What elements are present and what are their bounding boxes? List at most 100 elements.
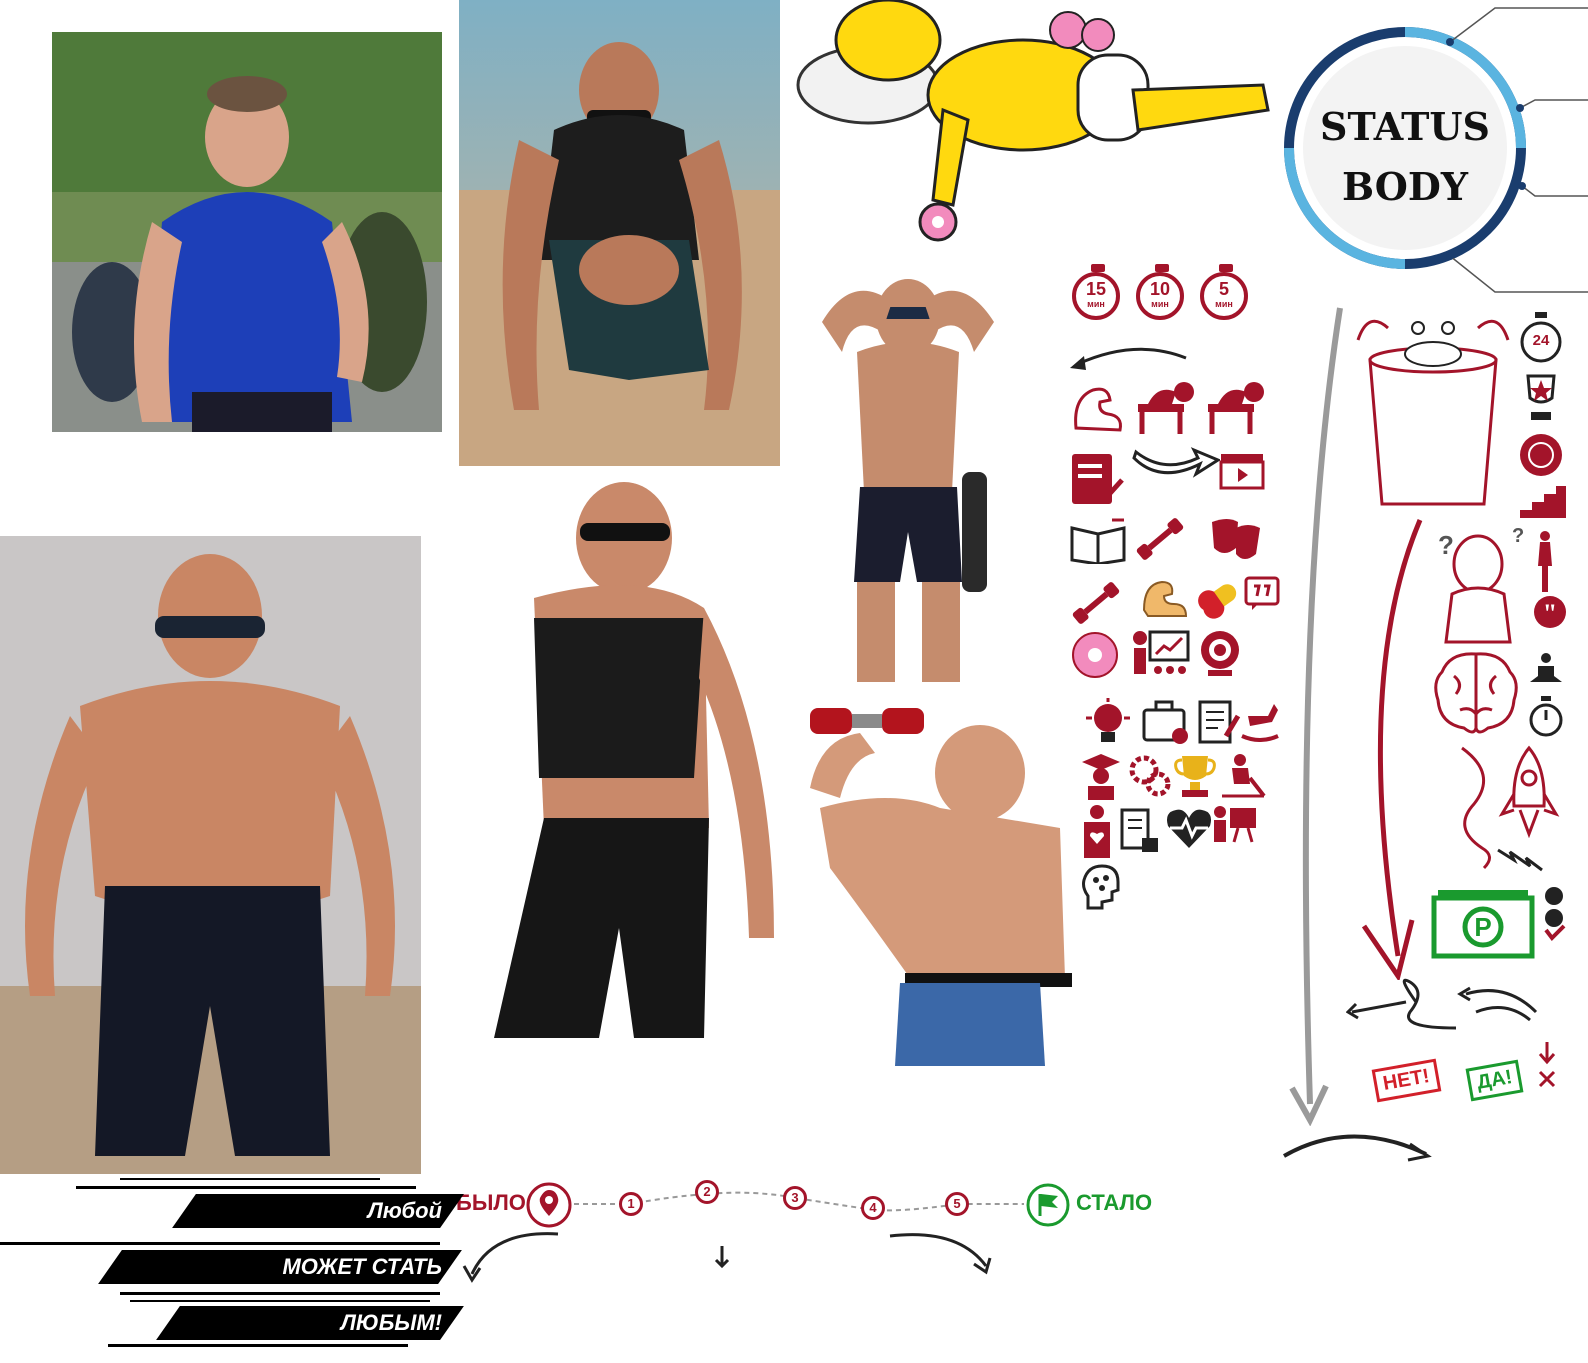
dining-plate-icon <box>1520 434 1562 476</box>
stopwatch-24-value: 24 <box>1532 332 1550 349</box>
dumbbell-icon <box>1136 518 1184 560</box>
chat-dots-icon <box>1544 887 1566 942</box>
stamp-no: НЕТ! <box>1371 1058 1442 1103</box>
curved-arrow-right-icon <box>1132 447 1220 478</box>
zigzag-arrow-icon <box>1497 848 1543 872</box>
teacher-board-icon <box>1214 806 1256 843</box>
stopwatch-icon <box>1529 696 1563 737</box>
progress-dotted-path <box>574 1191 1024 1212</box>
banner-stripe <box>0 1242 440 1245</box>
money-bill-icon: P <box>1431 890 1535 959</box>
stopwatch-24-icon <box>1520 312 1562 363</box>
photo-blue-shirt <box>52 32 442 432</box>
svg-text:": " <box>1543 599 1557 628</box>
flexed-bicep-icon <box>1142 580 1188 617</box>
progress-step-2: 2 <box>695 1180 719 1204</box>
donut-icon <box>1072 632 1118 678</box>
desk-worker-2-icon <box>1208 382 1264 434</box>
squiggle-arrow-icon <box>1461 746 1491 870</box>
banner-stripe <box>120 1292 440 1295</box>
timer-5-unit: мин <box>1215 299 1233 309</box>
slogan-line-1: Любой <box>367 1198 442 1223</box>
photo-lifting-shirt <box>494 478 788 1070</box>
photo-shirtless-beach <box>0 536 421 1174</box>
slogan-line-3: ЛЮБЫМ! <box>340 1310 442 1335</box>
progress-end-label: СТАЛО <box>1076 1190 1153 1215</box>
head-network-icon <box>1082 864 1120 910</box>
banner-stripe <box>108 1344 408 1347</box>
logo-line1: STATUS <box>1320 104 1490 149</box>
timer-10-unit: мин <box>1151 299 1169 309</box>
progress-step-1: 1 <box>619 1192 643 1216</box>
curved-arrow-left-icon <box>1070 347 1187 370</box>
svg-text:P: P <box>1474 912 1491 942</box>
progress-start-label: БЫЛО <box>456 1190 526 1215</box>
loop-arrows-icon <box>1346 978 1538 1030</box>
rocking-horse-icon <box>1241 704 1279 742</box>
banner-stripe <box>120 1178 380 1180</box>
photo-dumbbell-jeans <box>800 698 1072 1066</box>
banner-stripe <box>76 1186 416 1189</box>
quote-bubble-icon <box>1244 576 1280 610</box>
slogan-line-2: МОЖЕТ СТАТЬ <box>282 1254 442 1279</box>
theater-masks-icon <box>1212 519 1260 559</box>
cartoon-sleeping-character <box>793 0 1275 250</box>
briefcase-gear-icon <box>1142 700 1188 744</box>
gears-icon <box>1129 755 1171 797</box>
dumbbell-2-icon <box>1072 582 1120 624</box>
timer-10-value: 10 <box>1149 279 1171 299</box>
progress-step-5: 5 <box>945 1192 969 1216</box>
brain-icon <box>1434 652 1518 734</box>
meditation-icon <box>1530 653 1562 682</box>
location-pin-icon <box>526 1182 572 1228</box>
banner-stripe <box>130 1300 430 1302</box>
curve-arrow-down-left-icon <box>462 1232 559 1283</box>
down-arrow-x-icon <box>1538 1042 1556 1088</box>
strong-arm-icon <box>1074 387 1122 432</box>
thinking-character-icon: ? ? <box>1438 525 1524 644</box>
book-icon <box>1070 518 1126 564</box>
progress-step-4: 4 <box>861 1196 885 1220</box>
photo-arms-up <box>812 262 1004 692</box>
bottom-right-curve-arrow-icon <box>1283 1134 1432 1162</box>
timer-15-unit: мин <box>1087 299 1105 309</box>
logo-connector-lines <box>1446 7 1588 293</box>
woman-silhouette-icon <box>1538 531 1552 592</box>
trophy-icon <box>1174 756 1216 797</box>
timer-5-icon: 5 мин <box>1198 264 1254 326</box>
pill-icon <box>1198 584 1237 619</box>
document-chart-icon <box>1120 808 1158 852</box>
timer-10-icon: 10 мин <box>1134 264 1190 326</box>
status-body-logo: STATUS BODY <box>1284 24 1526 272</box>
video-clapper-icon <box>1219 454 1265 490</box>
svg-text:?: ? <box>1512 525 1524 547</box>
timer-15-icon: 15 мин <box>1070 264 1126 326</box>
graduate-icon <box>1082 754 1120 800</box>
long-down-arrow-icon <box>1289 307 1343 1126</box>
timer-5-value: 5 <box>1218 279 1229 299</box>
timer-15-value: 15 <box>1085 279 1107 299</box>
person-heart-icon <box>1084 805 1110 858</box>
growth-steps-icon <box>1520 486 1566 518</box>
big-red-curve-arrow-icon <box>1361 519 1423 980</box>
desk-worker-icon <box>1138 382 1194 434</box>
worker-digging-icon <box>1222 754 1266 798</box>
stamp-yes: ДА! <box>1465 1059 1524 1102</box>
progress-step-3: 3 <box>783 1186 807 1210</box>
svg-text:?: ? <box>1438 530 1454 560</box>
webcam-icon <box>1201 631 1239 676</box>
checklist-icon <box>1072 454 1124 504</box>
clipboard-pen-icon <box>1198 700 1241 744</box>
curve-arrow-down-right-icon <box>889 1233 992 1275</box>
green-flag-icon <box>1026 1183 1070 1227</box>
quote-marks-icon: " <box>1534 596 1566 628</box>
heart-pulse-icon <box>1167 809 1211 848</box>
bucket-crab-icon <box>1356 319 1510 506</box>
lightbulb-idea-icon <box>1086 698 1130 742</box>
photo-crouching-sand <box>459 0 780 466</box>
presentation-board-icon <box>1133 630 1190 674</box>
rocket-icon <box>1498 745 1560 838</box>
logo-line2: BODY <box>1341 164 1468 209</box>
small-down-arrow-icon <box>714 1246 730 1269</box>
trophy-star-icon <box>1526 374 1556 420</box>
